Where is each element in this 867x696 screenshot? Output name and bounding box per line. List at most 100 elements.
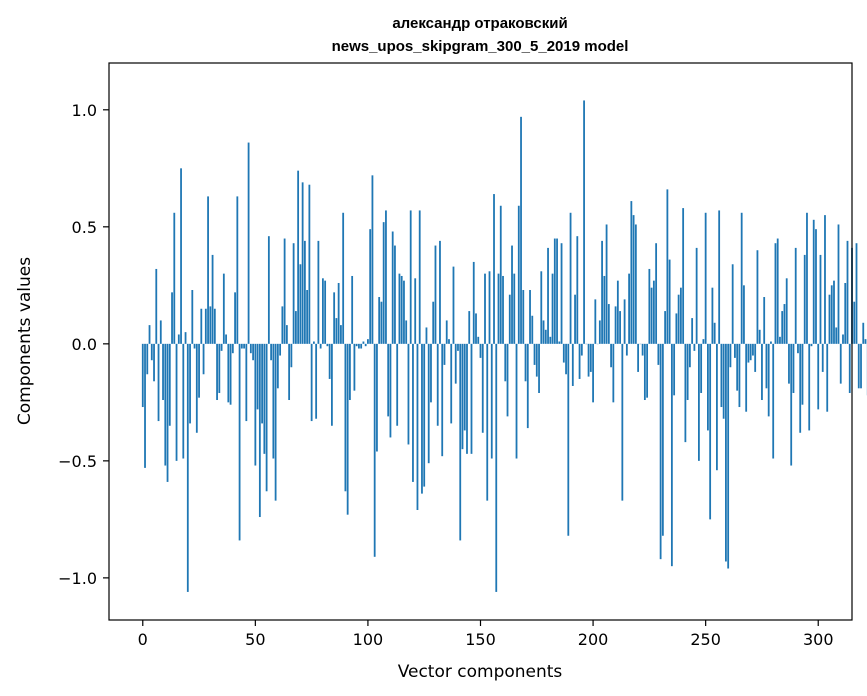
bar xyxy=(720,343,723,408)
bar xyxy=(245,343,248,422)
bar xyxy=(641,343,644,356)
bar xyxy=(177,334,180,344)
bar xyxy=(815,229,817,344)
bar xyxy=(682,208,685,344)
bar xyxy=(844,282,847,344)
bar xyxy=(655,243,658,344)
bar xyxy=(571,343,574,386)
bar xyxy=(225,334,227,344)
bar xyxy=(788,343,790,384)
bar xyxy=(202,343,205,375)
bar xyxy=(740,212,743,344)
bar xyxy=(472,261,475,344)
bar xyxy=(652,280,655,344)
bar xyxy=(463,343,466,431)
bar xyxy=(770,341,772,344)
bar xyxy=(821,343,824,372)
bar xyxy=(191,290,194,344)
bar xyxy=(200,308,203,344)
bar xyxy=(315,343,318,419)
bar xyxy=(427,343,430,464)
bar xyxy=(725,343,727,562)
bar xyxy=(416,343,419,510)
bar xyxy=(661,343,664,536)
bar xyxy=(353,343,356,391)
bar xyxy=(403,280,405,344)
bar xyxy=(430,343,432,403)
bar xyxy=(657,343,660,365)
bar xyxy=(853,301,856,344)
bar xyxy=(186,343,189,592)
bar xyxy=(312,341,315,344)
bar xyxy=(497,273,500,344)
bar xyxy=(526,343,529,429)
bar xyxy=(506,343,509,417)
bar xyxy=(150,343,153,361)
bar xyxy=(204,308,207,344)
bar xyxy=(670,343,673,567)
bar xyxy=(679,287,682,344)
bar xyxy=(454,343,457,384)
bar xyxy=(470,343,473,454)
bar xyxy=(558,341,561,344)
bar xyxy=(758,329,761,344)
bar xyxy=(567,343,570,536)
bar xyxy=(808,343,811,431)
bar xyxy=(409,210,412,344)
bar xyxy=(227,343,230,403)
bar xyxy=(292,243,295,344)
plot-frame xyxy=(108,62,853,621)
bar xyxy=(848,343,851,393)
bar xyxy=(688,343,691,368)
bar xyxy=(666,189,669,344)
bar xyxy=(551,273,554,344)
bar xyxy=(231,343,234,354)
bar xyxy=(294,311,297,344)
bar xyxy=(533,343,536,365)
bar xyxy=(155,268,158,344)
bar xyxy=(371,175,374,344)
bar xyxy=(452,266,455,344)
bar xyxy=(700,343,703,393)
bar xyxy=(664,311,667,344)
bar xyxy=(267,236,270,344)
bar xyxy=(378,297,381,344)
bar xyxy=(272,343,275,459)
bar xyxy=(767,343,770,417)
bar xyxy=(351,275,354,344)
bar xyxy=(164,343,167,466)
bar xyxy=(504,343,507,382)
bar xyxy=(432,301,435,344)
bar xyxy=(538,343,540,393)
bar xyxy=(779,336,781,344)
bar xyxy=(776,238,779,344)
bar xyxy=(857,343,860,389)
bar xyxy=(576,236,579,344)
bar xyxy=(285,325,288,344)
y-axis-label: Components values xyxy=(15,257,35,425)
bar xyxy=(544,329,547,344)
bar xyxy=(376,343,378,452)
bar xyxy=(529,290,531,344)
bar xyxy=(747,343,750,363)
bar xyxy=(734,343,736,358)
bar xyxy=(182,343,185,459)
bar xyxy=(373,343,376,557)
bar xyxy=(335,318,338,344)
bar xyxy=(605,224,608,344)
bar xyxy=(425,327,428,344)
bar xyxy=(659,343,662,560)
bar xyxy=(209,306,212,344)
bar xyxy=(736,343,739,391)
bar xyxy=(281,306,284,344)
bar xyxy=(333,292,336,344)
bar xyxy=(448,339,450,344)
bar xyxy=(477,336,480,344)
bar xyxy=(148,325,151,344)
bar xyxy=(283,238,286,344)
bar xyxy=(520,116,522,344)
bar xyxy=(686,343,689,401)
x-axis-ticks: 0 50 100 150 200 250 300 xyxy=(138,620,834,649)
bar xyxy=(162,343,164,401)
bar xyxy=(594,299,597,344)
